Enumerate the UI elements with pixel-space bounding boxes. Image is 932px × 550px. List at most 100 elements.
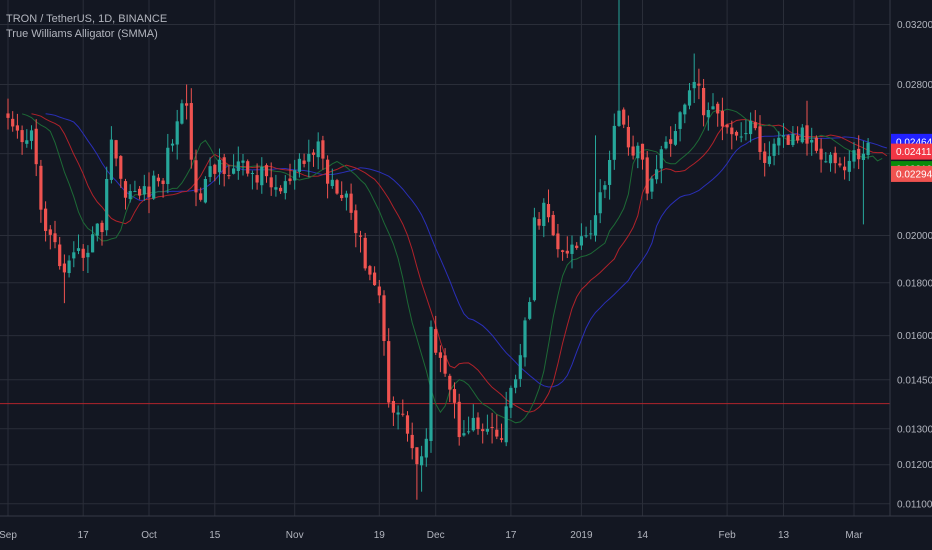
candle [344,190,348,211]
candle [217,148,222,185]
candle [467,416,471,435]
candle [810,127,814,156]
indicator-title[interactable]: True Williams Alligator (SMMA) [6,28,158,40]
candle [763,143,767,177]
candle [199,187,203,202]
candle [758,115,762,160]
candle [852,142,856,169]
time-tick-label: Sep [0,530,17,541]
symbol-title[interactable]: TRON / TetherUS, 1D, BINANCE [6,13,168,25]
candle [481,423,485,444]
candle [749,112,753,143]
candle [100,220,104,246]
candle [683,103,687,124]
candle [687,83,692,110]
time-tick-label: 13 [778,530,790,541]
candle [659,145,663,184]
candle [485,414,489,435]
candle [669,126,673,157]
candle [307,139,311,178]
time-tick-label: 15 [209,530,221,541]
candle [706,102,710,131]
candle [354,204,358,248]
candle [542,198,546,238]
candle [448,373,452,403]
candle [203,176,207,204]
candle [786,134,790,146]
candle [44,201,48,242]
candle [11,111,15,132]
time-tick-label: 17 [505,530,517,541]
candle [185,84,189,120]
candle [673,123,677,147]
candle [147,172,151,214]
candle [34,119,38,177]
candle [612,113,616,170]
candle [537,212,541,230]
price-tick-label: 0.02800 [897,80,932,91]
candle [368,264,372,281]
alligator-jaw-line [45,113,888,388]
candle [796,126,800,144]
price-tag-label: 0.02411 [896,147,932,158]
grid-lines [0,0,890,516]
candle [288,163,292,185]
candle [335,178,339,195]
candle [39,159,43,223]
price-tick-label: 0.01450 [897,375,932,386]
candle [570,235,574,269]
candle [269,162,273,196]
candle [279,185,283,194]
candle [767,141,771,167]
candle [471,404,475,432]
time-tick-label: Feb [718,530,736,541]
candle [593,135,598,242]
price-tick-label: 0.01600 [897,331,932,342]
candle [655,155,659,184]
candle [20,125,24,155]
candle [58,236,62,270]
candle [608,150,612,200]
candle [349,183,353,220]
candle [434,315,438,356]
candle [377,279,381,304]
alligator-lines [21,108,888,424]
candle [730,120,734,150]
candle [232,154,236,175]
candle [246,159,250,177]
candle [142,174,146,201]
candles [6,0,870,500]
candle [781,123,786,148]
price-tag: 0.02411 [891,143,932,160]
candle [25,129,29,148]
price-tick-label: 0.01800 [897,278,932,289]
candle [697,68,701,100]
candle [800,124,804,144]
candle [452,382,457,419]
candle [626,115,630,156]
candle [584,226,588,238]
candle [725,123,729,134]
candle [598,179,602,224]
candle [189,88,193,169]
candle [833,146,837,174]
price-tag: 0.02294 [891,165,932,182]
alligator-lips-line [21,108,883,424]
candle [843,156,847,180]
candle [532,207,536,302]
candle [302,153,306,168]
candle [499,423,504,443]
price-tick-label: 0.03200 [897,20,932,31]
time-tick-label: Oct [141,530,157,541]
candle [424,428,428,467]
candle [438,345,442,373]
candle [692,53,696,104]
time-tick-label: Dec [427,530,445,541]
candle [828,151,833,172]
candle [330,168,334,189]
candle [109,126,113,184]
candle [48,225,52,250]
candle [72,241,76,268]
price-tick-label: 0.02000 [897,231,932,242]
